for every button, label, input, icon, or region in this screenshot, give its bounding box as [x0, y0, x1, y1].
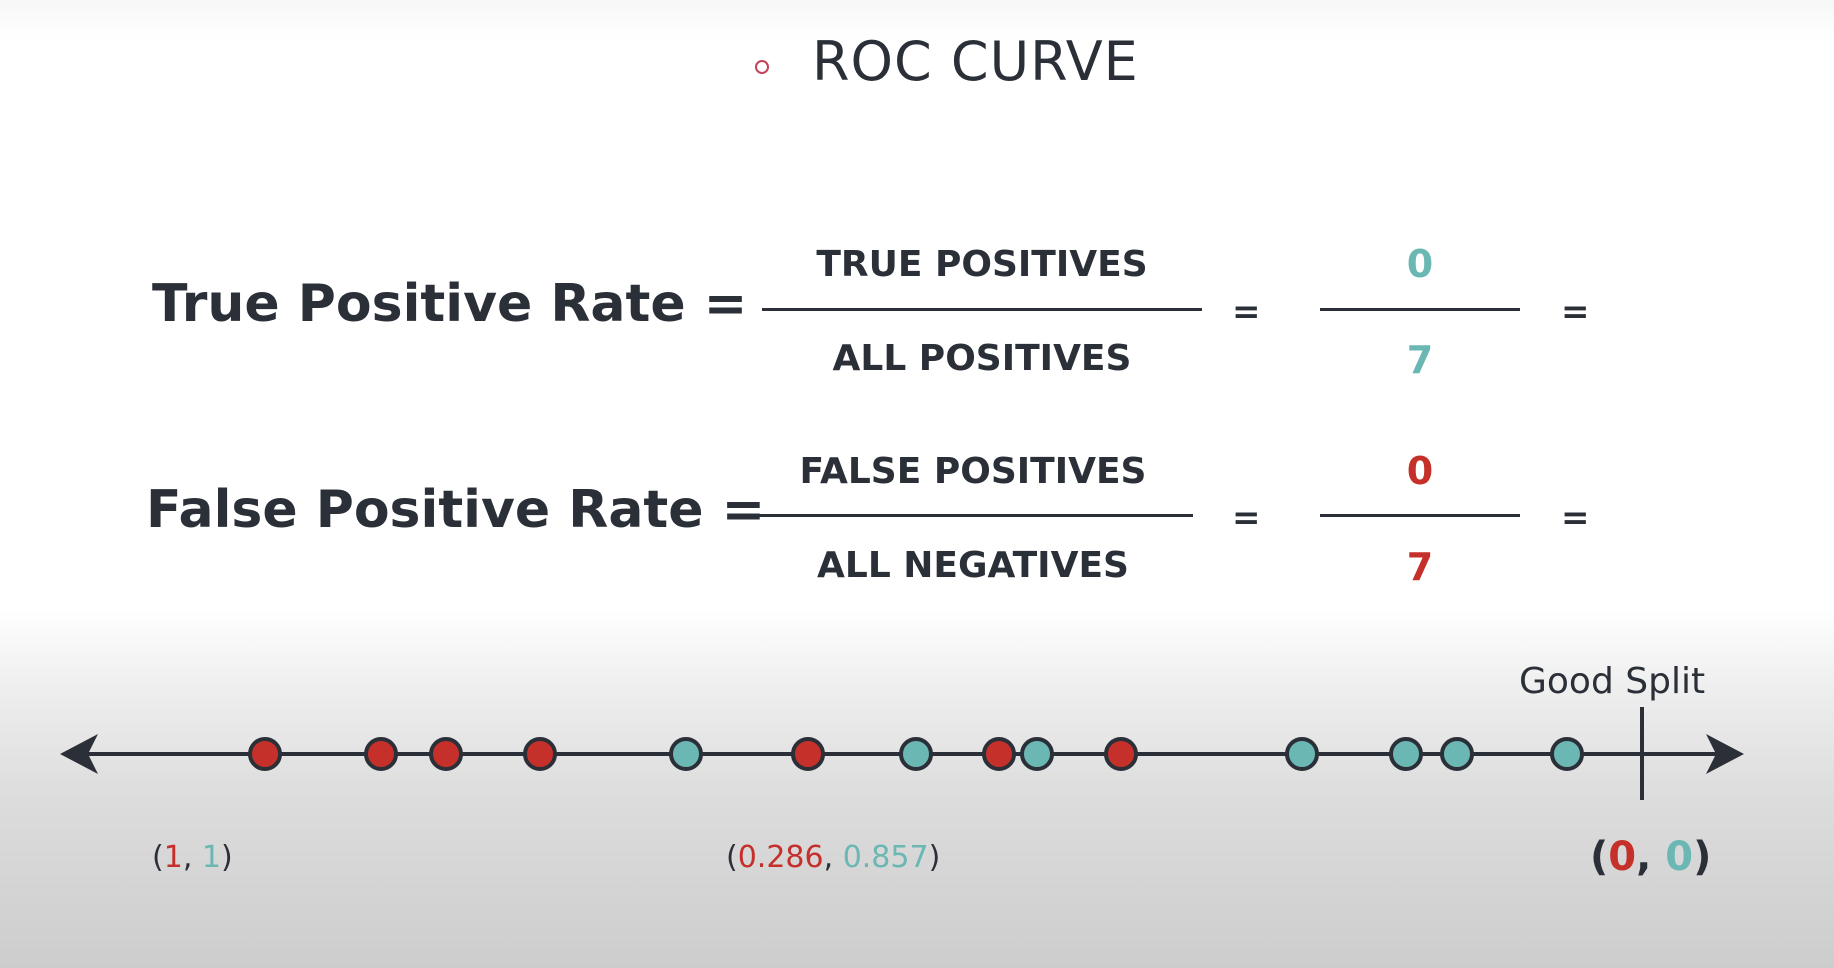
negative-point — [523, 737, 557, 771]
positive-point — [1440, 737, 1474, 771]
page-title: ROC CURVE — [812, 30, 1139, 93]
positive-point — [1020, 737, 1054, 771]
coord-middle-fpr: 0.286 — [737, 840, 824, 875]
tpr-equals-1: = — [1232, 292, 1261, 332]
coord-left: (1, 1) — [152, 840, 233, 875]
coord-left-open: ( — [152, 840, 164, 875]
coord-right-sep: , — [1636, 834, 1666, 880]
coord-left-fpr: 1 — [163, 840, 183, 875]
negative-point — [982, 737, 1016, 771]
points-group — [248, 737, 1584, 771]
fpr-denominator: ALL NEGATIVES — [817, 545, 1129, 586]
fpr-value-denominator: 7 — [1406, 545, 1434, 589]
tpr-denominator: ALL POSITIVES — [832, 338, 1132, 379]
coord-left-sep: , — [182, 840, 202, 875]
coord-right: (0, 0) — [1590, 834, 1711, 880]
negative-point — [429, 737, 463, 771]
number-line — [60, 707, 1744, 800]
negative-point — [1104, 737, 1138, 771]
title-row: ROC CURVE — [0, 30, 1834, 110]
tpr-fraction-bar — [762, 308, 1202, 311]
bullet-circle-icon — [755, 60, 769, 74]
coord-right-fpr: 0 — [1608, 834, 1637, 880]
coord-left-close: ) — [220, 840, 233, 875]
positive-point — [1285, 737, 1319, 771]
right-arrow-icon — [1706, 734, 1744, 774]
tpr-value-bar — [1320, 308, 1520, 311]
fpr-numerator: FALSE POSITIVES — [799, 451, 1147, 492]
tpr-equals-2: = — [1561, 292, 1590, 332]
coord-middle-tpr: 0.857 — [842, 840, 929, 875]
negative-point — [248, 737, 282, 771]
coord-middle-sep: , — [823, 840, 843, 875]
fpr-equals-1: = — [1232, 498, 1261, 538]
coord-middle-close: ) — [928, 840, 941, 875]
fpr-equals-2: = — [1561, 498, 1590, 538]
coord-right-tpr: 0 — [1665, 834, 1694, 880]
positive-point — [1550, 737, 1584, 771]
coord-right-close: ) — [1693, 834, 1712, 880]
fpr-fraction-bar — [753, 514, 1193, 517]
tpr-value-denominator: 7 — [1406, 338, 1434, 382]
good-split-label: Good Split — [1519, 661, 1706, 702]
left-arrow-icon — [60, 734, 98, 774]
fpr-value-numerator: 0 — [1406, 449, 1434, 493]
tpr-numerator: TRUE POSITIVES — [816, 244, 1148, 285]
positive-point — [669, 737, 703, 771]
positive-point — [1389, 737, 1423, 771]
negative-point — [364, 737, 398, 771]
fpr-value-bar — [1320, 514, 1520, 517]
coord-middle: (0.286, 0.857) — [726, 840, 940, 875]
coord-middle-open: ( — [726, 840, 738, 875]
fpr-label: False Positive Rate = — [146, 480, 766, 540]
tpr-value-numerator: 0 — [1406, 242, 1434, 286]
coord-left-tpr: 1 — [201, 840, 221, 875]
positive-point — [899, 737, 933, 771]
coord-right-open: ( — [1590, 834, 1609, 880]
tpr-label: True Positive Rate = — [152, 274, 748, 334]
negative-point — [791, 737, 825, 771]
